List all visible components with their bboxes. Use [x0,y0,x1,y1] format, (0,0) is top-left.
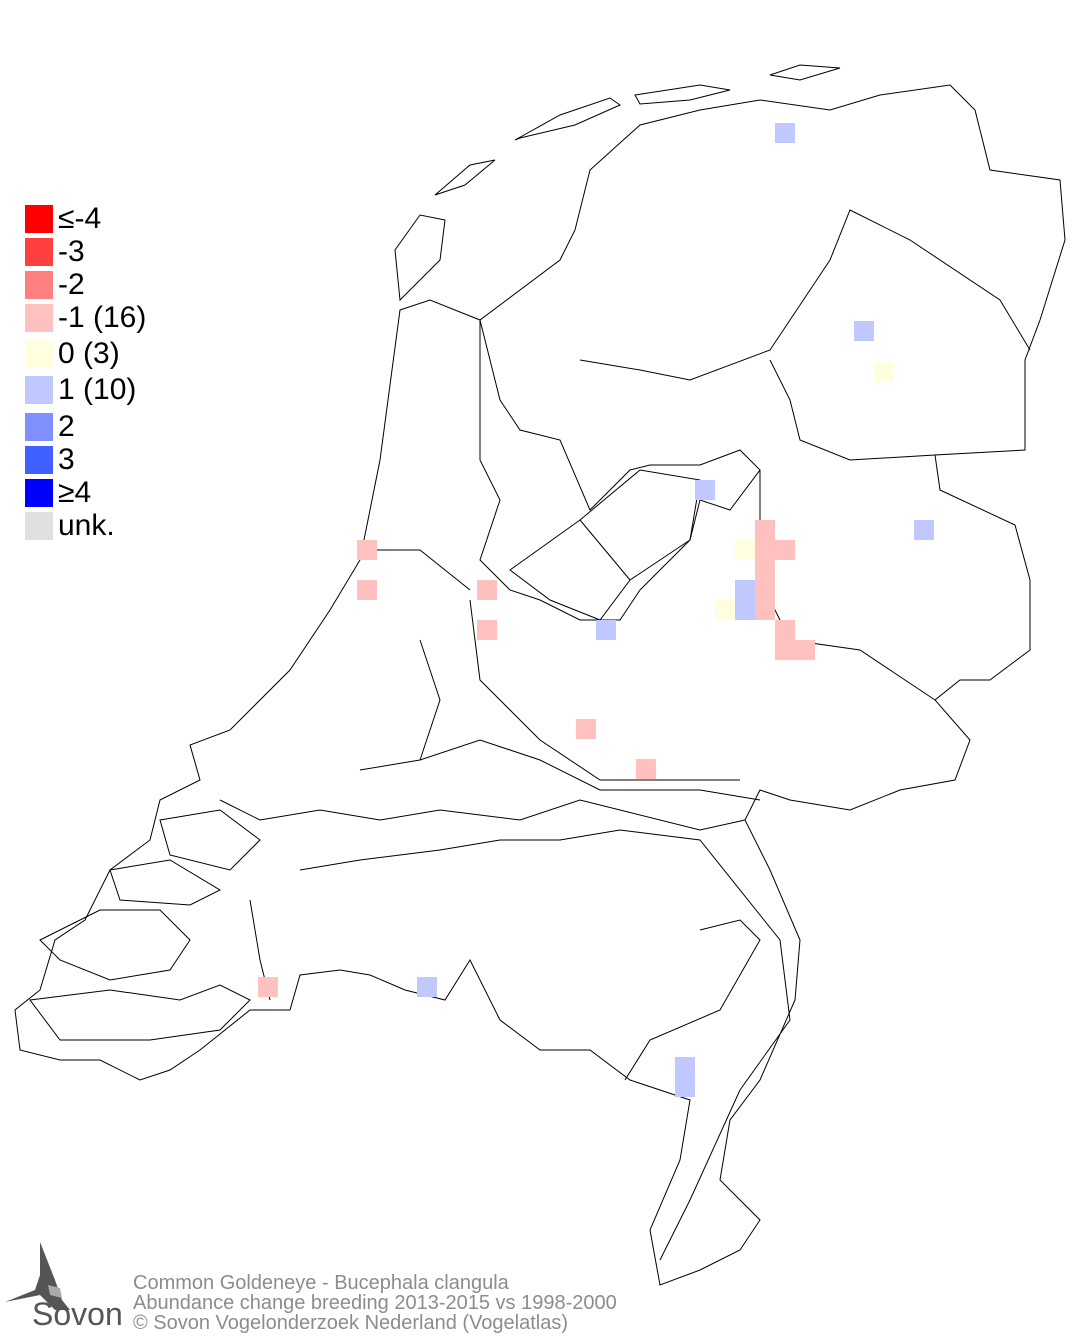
caption-copyright: © Sovon Vogelonderzoek Nederland (Vogela… [133,1312,569,1334]
sovon-swallow-logo [5,1242,70,1310]
legend-swatch [25,238,53,266]
caption-species: Common Goldeneye - Bucephala clangula [133,1272,509,1294]
legend-swatch [25,340,53,368]
map-cells [258,123,934,1097]
map-cell-change-1 [596,620,616,640]
legend-item: ≤-4 [25,202,102,235]
legend-label: 2 [58,410,75,443]
province-border-north [579,209,1031,381]
map-cell-change-1 [735,580,755,600]
legend-item: 1 (10) [25,373,137,406]
map-cell-change-1 [854,321,874,341]
river-rhine [359,739,761,801]
flevoland [509,469,701,621]
island-terschelling [514,97,622,141]
legend-item: 2 [25,410,75,443]
map-cell-change--1 [755,540,775,560]
map-cell-change--1 [755,580,775,600]
river-maas [299,829,791,1261]
map-cell-change--1 [755,520,775,540]
river-waal [219,799,746,831]
caption-description: Abundance change breeding 2013-2015 vs 1… [133,1292,617,1314]
map-cell-change-1 [735,600,755,620]
province-border-overijssel [759,470,936,701]
map-cell-change-1 [675,1057,695,1077]
map-cell-change--1 [755,560,775,580]
map-caption: Common Goldeneye - Bucephala clangula Ab… [133,1273,617,1333]
island-ameland [634,84,731,105]
legend-label: ≤-4 [58,202,102,235]
legend-label: unk. [58,509,115,542]
map-cell-change-1 [417,977,437,997]
map-cell-change--1 [258,977,278,997]
map-cell-change--1 [357,540,377,560]
legend-swatch [25,376,53,404]
legend-label: ≥4 [58,476,92,509]
map-cell-change-1 [775,123,795,143]
legend-label: -1 (16) [58,301,147,334]
map-cell-change--1 [775,640,795,660]
map-cell-change--1 [477,620,497,640]
island-schiermonnikoog [769,64,841,81]
island-texel [394,214,446,302]
legend-item: 0 (3) [25,337,120,370]
legend-swatch [25,512,53,540]
legend-swatch [25,304,53,332]
province-border-drenthe [769,359,936,461]
legend-swatch [25,205,53,233]
legend-swatch [25,271,53,299]
province-border-south [249,899,761,1081]
legend-item: unk. [25,509,115,542]
legend-swatch [25,479,53,507]
map-cell-change--1 [755,600,775,620]
legend-label: 1 (10) [58,373,137,406]
legend-label: -3 [58,235,85,268]
map-cell-change--1 [576,719,596,739]
logo-text: Sovon [32,1296,123,1332]
map-cell-change--1 [357,580,377,600]
map-cell-change-1 [695,480,715,500]
legend-item: -1 (16) [25,301,147,334]
map-outline [14,64,1066,1286]
legend-item: 3 [25,443,75,476]
map-cell-change--1 [636,759,656,779]
province-border-holland [360,549,471,761]
map-cell-change-1 [914,520,934,540]
legend-swatch [25,413,53,441]
map-cell-change--1 [477,580,497,600]
legend-item: -2 [25,268,85,301]
map-cell-change-0 [715,600,735,620]
ijsselmeer [479,319,761,621]
legend-label: -2 [58,268,85,301]
legend-item: -3 [25,235,85,268]
map-cell-change--1 [775,540,795,560]
province-border-gelderland [469,599,740,781]
legend-item: ≥4 [25,476,92,509]
map-cell-change--1 [775,620,795,640]
country-border [14,84,1066,1286]
map-cell-change-1 [675,1077,695,1097]
map-cell-change-0 [874,362,894,382]
legend-label: 0 (3) [58,337,120,370]
map-cell-change-0 [735,540,755,560]
zeeland-islands [29,809,261,1041]
legend-label: 3 [58,443,75,476]
legend-swatch [25,446,53,474]
island-vlieland [434,159,496,196]
map-cell-change--1 [795,640,815,660]
